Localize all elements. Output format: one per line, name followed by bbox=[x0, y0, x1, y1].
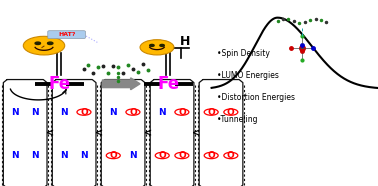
Text: Fe: Fe bbox=[48, 75, 70, 93]
Circle shape bbox=[35, 42, 40, 44]
Circle shape bbox=[140, 40, 174, 55]
Circle shape bbox=[160, 44, 164, 46]
Text: Fe: Fe bbox=[157, 75, 179, 93]
Text: •Spin Density: •Spin Density bbox=[217, 49, 270, 58]
Text: •Tunneling: •Tunneling bbox=[217, 115, 259, 124]
Text: O: O bbox=[227, 108, 235, 117]
Text: O: O bbox=[109, 151, 117, 160]
Text: N: N bbox=[80, 151, 88, 160]
Text: N: N bbox=[60, 151, 68, 160]
Text: HAT?: HAT? bbox=[58, 32, 75, 37]
Circle shape bbox=[150, 44, 154, 46]
Text: <: < bbox=[94, 129, 103, 139]
Text: •LUMO Energies: •LUMO Energies bbox=[217, 71, 279, 80]
Circle shape bbox=[48, 42, 53, 44]
Text: •Distortion Energies: •Distortion Energies bbox=[217, 93, 295, 102]
Text: <: < bbox=[46, 129, 54, 139]
Text: O: O bbox=[158, 151, 166, 160]
Text: O: O bbox=[178, 108, 186, 117]
Text: O: O bbox=[80, 108, 88, 117]
Text: N: N bbox=[110, 108, 117, 117]
Text: O: O bbox=[129, 108, 137, 117]
Text: O: O bbox=[207, 151, 215, 160]
Text: N: N bbox=[31, 108, 39, 117]
Text: <: < bbox=[144, 129, 152, 139]
Text: O: O bbox=[227, 151, 235, 160]
Text: O: O bbox=[178, 151, 186, 160]
Text: N: N bbox=[31, 151, 39, 160]
FancyArrow shape bbox=[102, 78, 140, 90]
Text: N: N bbox=[12, 108, 19, 117]
Text: H: H bbox=[180, 35, 191, 48]
Text: <: < bbox=[192, 129, 201, 139]
FancyBboxPatch shape bbox=[48, 31, 85, 39]
Text: N: N bbox=[60, 108, 68, 117]
Text: N: N bbox=[12, 151, 19, 160]
Text: N: N bbox=[129, 151, 137, 160]
Text: O: O bbox=[207, 108, 215, 117]
Circle shape bbox=[23, 36, 65, 55]
Text: N: N bbox=[158, 108, 166, 117]
